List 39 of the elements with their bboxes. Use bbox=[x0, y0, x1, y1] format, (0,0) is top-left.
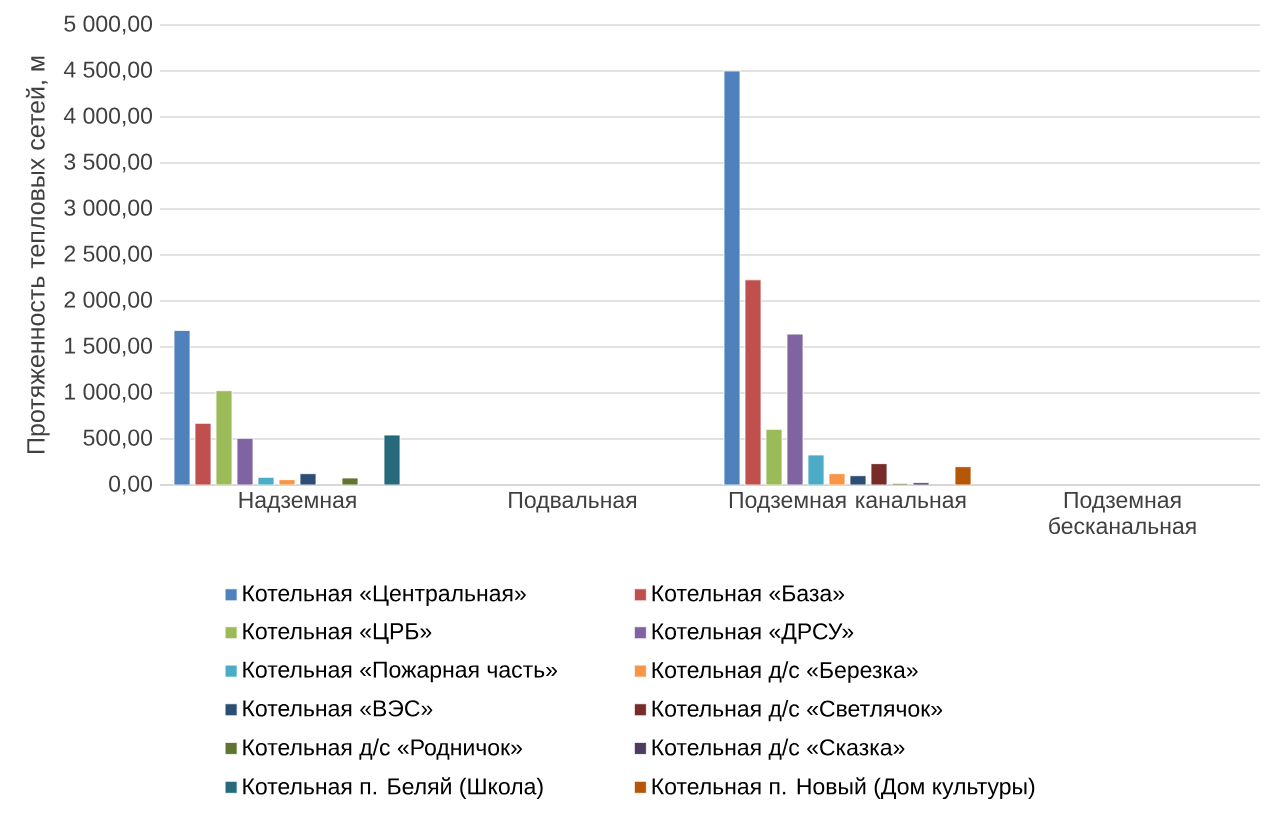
legend-label: Котельная д/с «Светлячок» bbox=[652, 699, 943, 722]
x-tick-label: Подвальная bbox=[509, 492, 637, 513]
legend-label: Котельная д/с «Березка» bbox=[652, 661, 918, 683]
bar bbox=[383, 434, 401, 485]
y-tick-label: 4 000,00 bbox=[63, 107, 152, 127]
x-tick-label: Надземная bbox=[239, 492, 356, 513]
legend-label: Котельная «ЦРБ» bbox=[243, 623, 432, 644]
y-tick-label: 5 000,00 bbox=[64, 15, 152, 35]
y-tick-label: 500,00 bbox=[83, 429, 153, 449]
bar bbox=[912, 482, 930, 485]
bar bbox=[807, 454, 825, 485]
bar bbox=[215, 390, 233, 485]
legend-label: Котельная п. Новый (Дом культуры) bbox=[652, 777, 1035, 800]
legend-label: Котельная «Пожарная часть» bbox=[243, 661, 558, 683]
y-tick-label: 1 500,00 bbox=[65, 337, 152, 357]
legend-label: Котельная д/с «Родничок» bbox=[243, 738, 522, 760]
x-tick-label: Подземная канальная bbox=[729, 492, 966, 513]
bar bbox=[723, 70, 741, 485]
legend-label: Котельная п. Беляй (Школа) bbox=[243, 777, 543, 800]
bar bbox=[849, 475, 867, 485]
y-tick-label: 2 000,00 bbox=[64, 291, 152, 311]
y-tick-label: 0,00 bbox=[109, 475, 153, 495]
bar bbox=[299, 473, 317, 485]
y-tick-label: 2 500,00 bbox=[64, 245, 152, 265]
bar bbox=[954, 466, 972, 485]
y-axis-title: Протяженность тепловых сетей, м bbox=[25, 56, 50, 454]
legend-label: Котельная «ВЭС» bbox=[243, 700, 433, 717]
bar bbox=[257, 476, 275, 485]
bar bbox=[173, 330, 191, 485]
y-tick-label: 3 000,00 bbox=[64, 199, 152, 219]
legend-label: Котельная «Центральная» bbox=[243, 585, 526, 606]
y-tick-label: 4 500,00 bbox=[63, 61, 152, 81]
x-tick-label: Подземная бесканальная bbox=[1049, 492, 1196, 535]
bar bbox=[765, 428, 783, 485]
legend-label: Котельная д/с «Сказка» bbox=[652, 738, 905, 760]
legend-label: Котельная «База» bbox=[652, 585, 845, 602]
y-tick-label: 1 000,00 bbox=[65, 383, 152, 403]
legend-label: Котельная «ДРСУ» bbox=[652, 623, 854, 644]
y-tick-label: 3 500,00 bbox=[64, 153, 152, 173]
